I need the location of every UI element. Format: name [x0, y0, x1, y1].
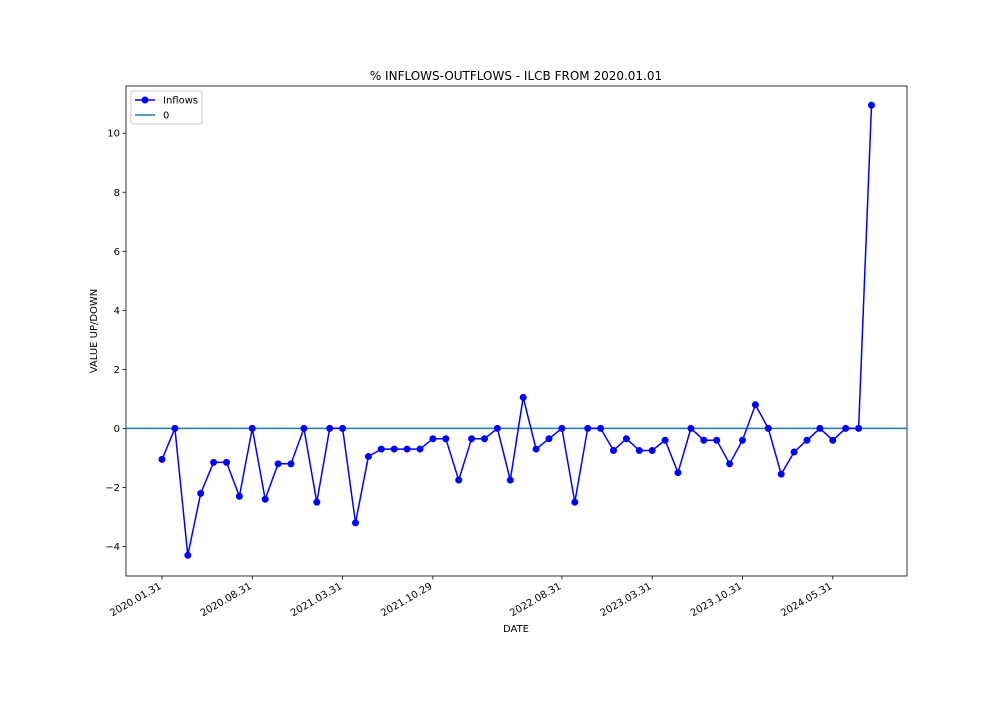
inflows-data-point — [300, 424, 308, 432]
inflows-data-point — [506, 476, 514, 484]
inflows-data-point — [442, 435, 450, 443]
legend-zero-label: 0 — [163, 111, 169, 122]
inflows-data-point — [493, 424, 501, 432]
axes-frame — [125, 85, 908, 577]
y-tick-label: 6 — [114, 247, 120, 258]
y-tick-label: −2 — [105, 483, 120, 494]
inflows-data-point — [313, 498, 321, 506]
legend: Inflows 0 — [130, 90, 203, 125]
inflows-data-point — [751, 401, 759, 409]
inflows-data-point — [674, 469, 682, 477]
inflows-data-point — [287, 460, 295, 468]
inflows-data-point — [790, 448, 798, 456]
inflows-data-point — [597, 424, 605, 432]
inflows-data-point — [455, 476, 463, 484]
y-tick-label: 10 — [107, 129, 120, 140]
inflows-data-point — [648, 447, 656, 455]
inflows-data-point — [468, 435, 476, 443]
x-axis-label: DATE — [503, 624, 529, 635]
inflows-data-point — [661, 436, 669, 444]
inflows-data-point — [816, 424, 824, 432]
inflows-data-point — [197, 489, 205, 497]
inflows-data-point — [184, 551, 192, 559]
inflows-data-point — [622, 435, 630, 443]
inflows-data-point — [739, 436, 746, 444]
inflows-data-point — [584, 424, 592, 432]
inflows-data-point — [364, 452, 372, 460]
inflows-data-point — [777, 470, 785, 478]
inflows-data-point — [390, 445, 398, 453]
inflows-data-point — [558, 424, 566, 432]
inflows-data-point — [326, 424, 334, 432]
inflows-data-point — [248, 424, 256, 432]
legend-inflows-label: Inflows — [163, 96, 198, 107]
y-tick-label: 4 — [114, 306, 120, 317]
inflows-data-point — [700, 436, 708, 444]
inflows-data-point — [274, 460, 282, 468]
inflows-data-point — [764, 424, 772, 432]
inflows-data-point — [829, 436, 837, 444]
inflows-data-point — [519, 393, 527, 401]
inflows-data-point — [235, 492, 243, 500]
inflows-data-point — [481, 435, 488, 443]
chart-title: % INFLOWS-OUTFLOWS - ILCB FROM 2020.01.0… — [370, 69, 662, 83]
y-tick-label: 0 — [114, 424, 120, 435]
inflows-data-point — [403, 445, 411, 453]
inflows-data-point — [610, 447, 617, 455]
inflows-data-point — [635, 447, 643, 455]
inflows-data-point — [571, 498, 579, 506]
inflows-data-point — [532, 445, 540, 453]
inflows-data-point — [171, 424, 179, 432]
inflows-data-point — [416, 445, 424, 453]
y-axis-label: VALUE UP/DOWN — [89, 289, 100, 374]
inflows-data-point — [868, 101, 875, 109]
inflows-data-point — [339, 424, 347, 432]
inflows-data-point — [158, 455, 166, 463]
y-tick-label: 8 — [114, 188, 120, 199]
inflows-data-point — [803, 436, 811, 444]
inflows-data-point — [855, 424, 863, 432]
inflows-data-point — [842, 424, 850, 432]
y-tick-label: 2 — [114, 365, 120, 376]
inflows-data-point — [210, 458, 218, 466]
inflows-data-point — [377, 445, 385, 453]
inflows-data-point — [261, 495, 269, 503]
inflows-data-point — [429, 435, 437, 443]
inflows-data-point — [545, 435, 553, 443]
legend-inflows-marker — [141, 96, 149, 104]
inflows-data-point — [352, 519, 359, 527]
inflows-data-point — [726, 460, 734, 468]
inflows-data-point — [713, 436, 721, 444]
inflows-data-point — [223, 458, 230, 466]
inflows-data-point — [687, 424, 695, 432]
y-tick-label: −4 — [105, 542, 120, 553]
